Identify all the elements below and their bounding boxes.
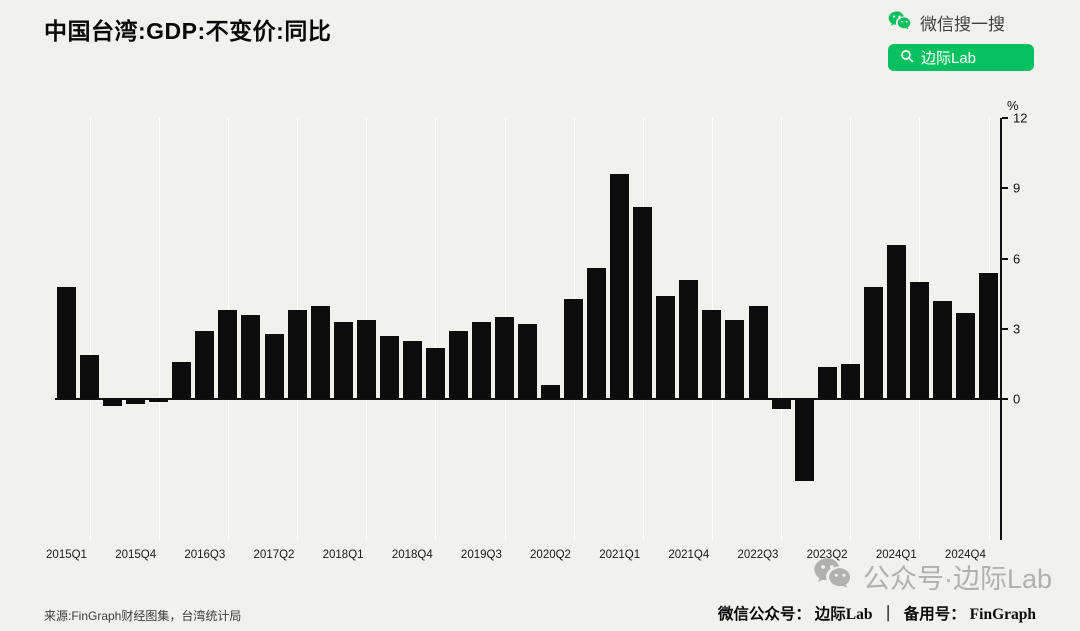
source-note: 来源:FinGraph财经图集，台湾统计局 xyxy=(44,609,242,623)
watermark: 公众号·边际Lab xyxy=(813,556,1052,596)
x-tick-label: 2022Q3 xyxy=(737,549,779,561)
wechat-search-label: 微信搜一搜 xyxy=(920,15,1005,34)
bar-2023Q1 xyxy=(794,399,814,482)
x-tick-label: 2018Q1 xyxy=(322,549,364,561)
bar-2017Q4 xyxy=(310,305,330,400)
chart: % 0 3 6 9 12 2015Q1 2015Q4 2016Q3 2017Q2 2018Q1 20… xyxy=(46,98,1027,561)
bar-2015Q2 xyxy=(80,354,100,400)
gridline xyxy=(435,118,437,540)
bar-2018Q1 xyxy=(333,322,353,400)
bar-2021Q4 xyxy=(679,279,699,400)
y-axis-tick xyxy=(1002,398,1008,401)
y-tick-label: 6 xyxy=(1013,251,1021,267)
bar-2025Q1 xyxy=(979,272,998,400)
x-tick-label: 2018Q4 xyxy=(391,549,433,561)
bar-2021Q1 xyxy=(610,174,630,400)
bar-2020Q4 xyxy=(587,268,607,400)
footer-separator: ｜ xyxy=(880,606,896,623)
bar-2019Q1 xyxy=(425,347,445,400)
y-tick-label: 3 xyxy=(1013,321,1021,337)
backup-label: 备用号： xyxy=(903,606,966,623)
y-axis-line xyxy=(1000,118,1002,540)
x-tick-label: 2021Q1 xyxy=(599,549,641,561)
bar-2024Q4 xyxy=(955,312,975,400)
bar-2017Q3 xyxy=(287,310,307,400)
bar-2017Q1 xyxy=(241,314,261,400)
bar-2020Q3 xyxy=(564,298,584,400)
gridline xyxy=(158,118,160,540)
x-tick-label: 2017Q2 xyxy=(253,549,295,561)
bar-2024Q1 xyxy=(886,244,906,400)
bianji-lab-search-button[interactable]: 边际Lab xyxy=(888,44,1034,71)
wechat-search-label-row: 微信搜一搜 xyxy=(888,10,1034,35)
bar-2016Q1 xyxy=(149,399,169,402)
footer-accounts: 微信公众号： 边际Lab ｜ 备用号： FinGraph xyxy=(718,602,1036,624)
wechat-logo-icon xyxy=(888,10,912,35)
bar-2024Q3 xyxy=(932,300,952,400)
y-tick-label: 0 xyxy=(1013,391,1021,407)
wechat-search-block: 微信搜一搜 边际Lab xyxy=(888,10,1034,71)
x-tick-label: 2016Q3 xyxy=(184,549,226,561)
search-icon xyxy=(900,49,914,67)
bar-2016Q4 xyxy=(218,310,238,400)
zero-line xyxy=(55,398,1000,401)
bar-2022Q4 xyxy=(771,399,791,409)
bar-2022Q2 xyxy=(725,319,745,400)
y-axis-tick xyxy=(1002,257,1008,260)
y-axis-tick xyxy=(1002,117,1008,119)
account-name: 边际Lab xyxy=(814,606,873,623)
bar-2024Q2 xyxy=(909,282,929,400)
bar-2020Q2 xyxy=(541,385,560,400)
bar-2019Q2 xyxy=(448,331,468,400)
bar-2020Q1 xyxy=(518,324,537,400)
bar-2022Q1 xyxy=(702,310,722,400)
wechat-watermark-icon xyxy=(813,556,853,596)
x-tick-label: 2020Q2 xyxy=(530,549,571,561)
bar-2017Q2 xyxy=(264,333,284,400)
bar-2023Q3 xyxy=(840,364,860,400)
bar-2021Q2 xyxy=(633,207,653,400)
bar-2015Q1 xyxy=(57,286,76,400)
search-button-label: 边际Lab xyxy=(921,50,977,67)
account-label: 微信公众号： xyxy=(717,606,811,623)
bar-2016Q3 xyxy=(195,331,215,400)
x-tick-label: 2023Q2 xyxy=(806,549,848,561)
bar-2022Q3 xyxy=(748,305,768,400)
x-tick-label: 2024Q1 xyxy=(875,549,917,561)
bar-2018Q2 xyxy=(356,319,376,400)
watermark-text: 公众号·边际Lab xyxy=(862,563,1052,594)
gridline xyxy=(781,118,782,540)
bar-2015Q3 xyxy=(103,399,123,407)
bar-2016Q2 xyxy=(172,361,192,400)
x-tick-label: 2015Q4 xyxy=(115,549,157,561)
bar-2019Q4 xyxy=(495,317,514,400)
y-tick-label: 12 xyxy=(1013,110,1028,126)
gridline xyxy=(850,118,852,540)
y-axis-tick xyxy=(1002,187,1008,190)
bar-2018Q3 xyxy=(379,336,399,400)
x-tick-label: 2015Q1 xyxy=(46,549,87,561)
bar-2019Q3 xyxy=(471,322,491,400)
x-tick-label: 2024Q4 xyxy=(944,549,986,561)
bar-2018Q4 xyxy=(402,340,422,400)
bar-2021Q3 xyxy=(656,296,676,400)
gridline xyxy=(89,118,91,540)
bar-2023Q4 xyxy=(863,286,883,400)
bar-2023Q2 xyxy=(817,366,837,400)
x-tick-label: 2019Q3 xyxy=(460,549,502,561)
x-tick-label: 2021Q4 xyxy=(668,549,710,561)
y-axis-unit: % xyxy=(1007,98,1019,113)
page-title: 中国台湾:GDP:不变价:同比 xyxy=(44,18,332,44)
y-tick-label: 9 xyxy=(1013,180,1021,196)
y-axis-tick xyxy=(1002,328,1008,330)
backup-name: FinGraph xyxy=(969,606,1036,623)
bar-2015Q4 xyxy=(126,399,146,404)
